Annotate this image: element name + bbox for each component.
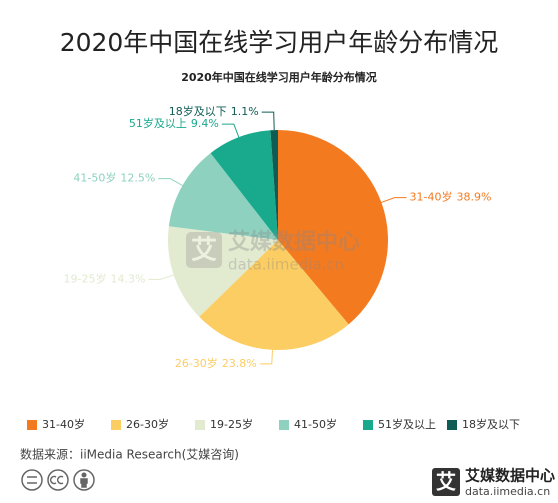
watermark-box xyxy=(186,232,222,268)
data-label-value: 1.1% xyxy=(231,105,259,118)
page-title: 2020年中国在线学习用户年龄分布情况 xyxy=(60,28,499,57)
logo: 艾 艾媒数据中心 data.iimedia.cn xyxy=(432,467,555,498)
legend-swatch xyxy=(363,420,373,430)
icon xyxy=(21,469,43,491)
pie-slice xyxy=(199,240,349,350)
leader-line xyxy=(381,197,407,203)
leader-line xyxy=(259,349,273,365)
data-label-value: 12.5% xyxy=(120,172,155,185)
watermark: 艾 艾媒数据中心 data.iimedia.cn xyxy=(186,229,360,274)
logo-box xyxy=(432,468,460,496)
legend: 31-40岁 26-30岁 19-25岁 41-50岁 51岁及以上 18岁及以下 xyxy=(27,417,520,431)
pie-slice xyxy=(168,226,278,317)
leader-line xyxy=(221,123,240,138)
watermark-url: data.iimedia.cn xyxy=(228,256,344,274)
data-label: 51岁及以上 9.4% xyxy=(129,116,219,130)
data-label-category: 19-25岁 xyxy=(64,271,107,285)
data-label-value: 14.3% xyxy=(110,272,145,285)
icon xyxy=(80,478,88,488)
data-label: 26-30岁 23.8% xyxy=(175,356,257,370)
logo-url: data.iimedia.cn xyxy=(465,485,550,498)
data-label-value: 9.4% xyxy=(191,117,219,130)
legend-label: 31-40岁 xyxy=(42,417,85,431)
pie-slice xyxy=(270,130,278,240)
data-label: 31-40岁 38.9% xyxy=(410,190,492,204)
leader-line xyxy=(158,178,183,186)
icon xyxy=(47,469,69,491)
watermark-name: 艾媒数据中心 xyxy=(228,229,360,255)
data-label: 18岁及以下 1.1% xyxy=(169,104,259,118)
data-label-category: 31-40岁 xyxy=(410,190,453,204)
logo-name: 艾媒数据中心 xyxy=(465,467,555,485)
watermark-mark: 艾 xyxy=(191,236,217,266)
license-icons xyxy=(21,469,95,491)
legend-label: 26-30岁 xyxy=(126,417,169,431)
leader-line xyxy=(148,274,174,280)
legend-swatch xyxy=(27,420,37,430)
legend-swatch xyxy=(279,420,289,430)
pie: 31-40岁 38.9% 26-30岁 23.8% 19-25岁 14.3% 41-50岁 1… xyxy=(64,104,492,370)
legend-label: 51岁及以上 xyxy=(378,417,436,431)
data-label-category: 18岁及以下 xyxy=(169,104,227,118)
legend-label: 19-25岁 xyxy=(210,417,253,431)
pie-slice xyxy=(168,153,278,240)
icon xyxy=(81,472,87,478)
data-label-category: 51岁及以上 xyxy=(129,116,187,130)
data-label-category: 41-50岁 xyxy=(73,171,116,185)
data-label-value: 23.8% xyxy=(222,357,257,370)
data-label: 19-25岁 14.3% xyxy=(64,271,146,285)
leader-line xyxy=(261,111,275,131)
pie-slice xyxy=(278,130,389,325)
data-label-value: 38.9% xyxy=(457,191,492,204)
legend-label: 18岁及以下 xyxy=(462,417,520,431)
legend-swatch xyxy=(195,420,205,430)
legend-swatch xyxy=(447,420,457,430)
pie-slice xyxy=(210,130,278,240)
icon xyxy=(49,475,64,485)
legend-label: 41-50岁 xyxy=(294,417,337,431)
logo-mark: 艾 xyxy=(436,470,456,494)
chart-title: 2020年中国在线学习用户年龄分布情况 xyxy=(181,70,377,84)
data-label-category: 26-30岁 xyxy=(175,356,218,370)
legend-swatch xyxy=(111,420,121,430)
icon xyxy=(73,469,95,491)
data-label: 41-50岁 12.5% xyxy=(73,171,155,185)
source: 数据来源：iiMedia Research(艾媒咨询) xyxy=(20,447,239,462)
